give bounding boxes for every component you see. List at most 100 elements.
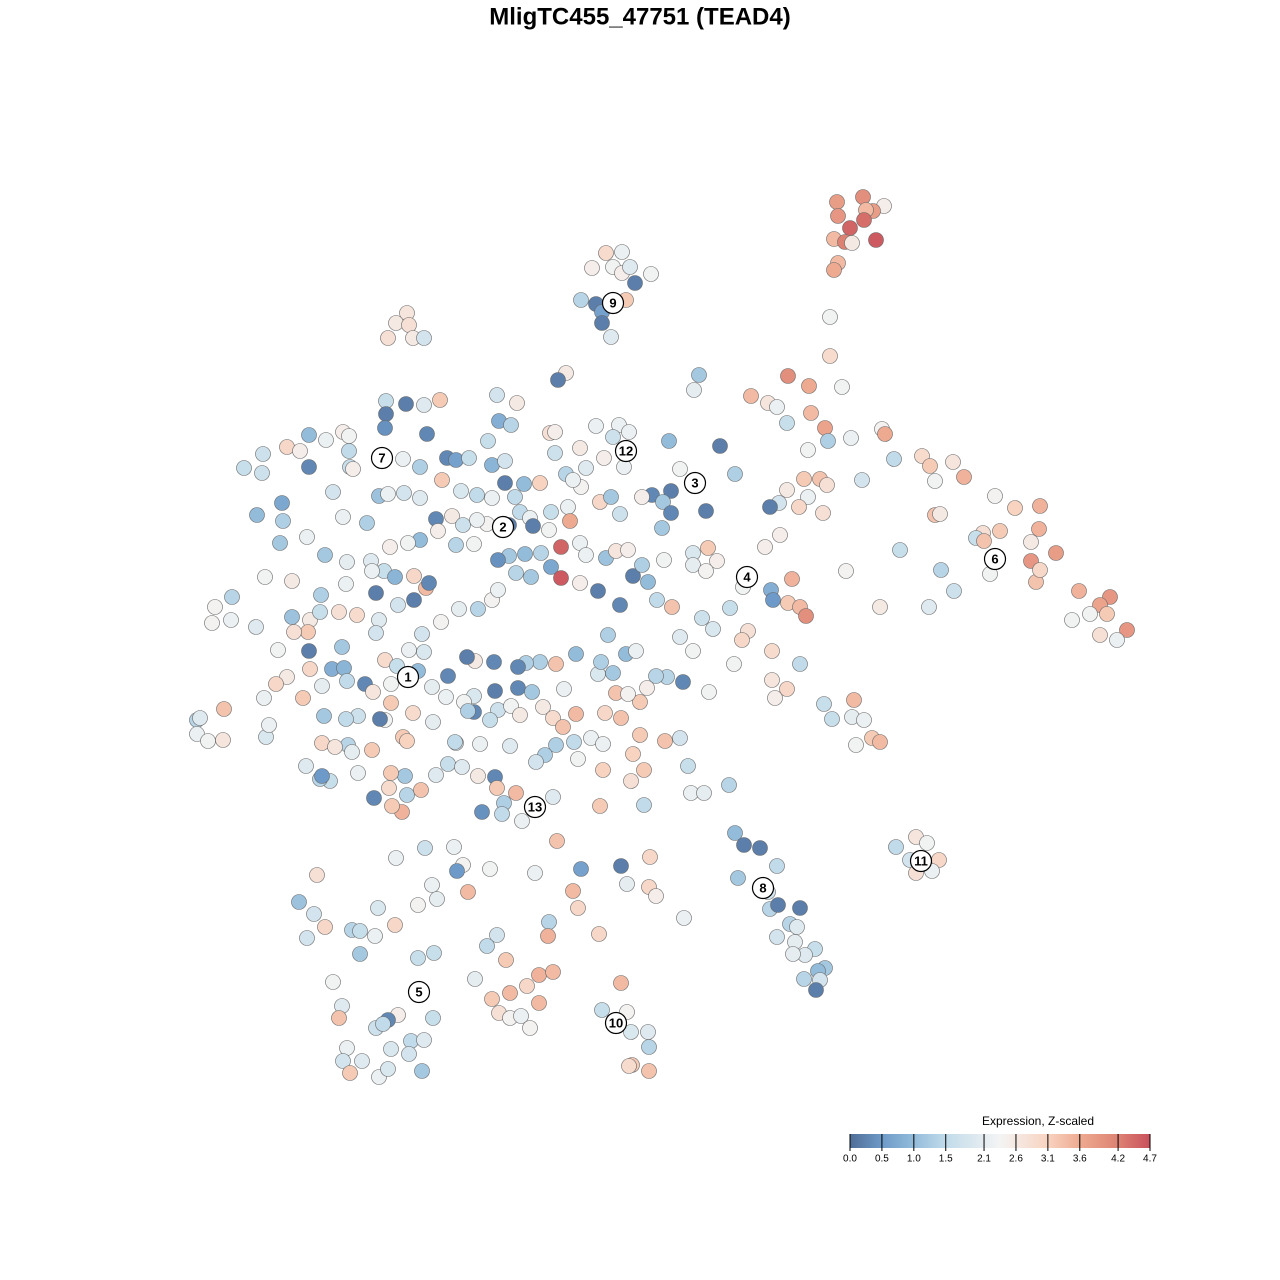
point: [854, 472, 870, 488]
point: [254, 465, 270, 481]
point: [686, 382, 702, 398]
point: [868, 232, 884, 248]
point: [784, 571, 800, 587]
point: [588, 418, 604, 434]
point: [275, 513, 291, 529]
point: [364, 742, 380, 758]
point: [513, 1008, 529, 1024]
point: [824, 711, 840, 727]
point: [592, 798, 608, 814]
cluster-label: 3: [691, 475, 698, 490]
point: [848, 737, 864, 753]
point: [603, 489, 619, 505]
point: [612, 506, 628, 522]
point: [764, 643, 780, 659]
point: [236, 460, 252, 476]
cluster-label: 13: [528, 799, 542, 814]
point: [382, 539, 398, 555]
point: [434, 472, 450, 488]
point: [444, 508, 460, 524]
cluster-label: 6: [991, 551, 998, 566]
point: [549, 833, 565, 849]
point: [410, 950, 426, 966]
point: [387, 917, 403, 933]
point: [490, 582, 506, 598]
point: [672, 629, 688, 645]
point: [1031, 521, 1047, 537]
point: [685, 643, 701, 659]
point: [249, 507, 265, 523]
point: [709, 553, 725, 569]
point: [676, 910, 692, 926]
point: [335, 1053, 351, 1069]
point: [694, 610, 710, 626]
point: [341, 428, 357, 444]
point: [406, 592, 422, 608]
point: [484, 991, 500, 1007]
point: [550, 372, 566, 388]
point: [384, 798, 400, 814]
point: [425, 1010, 441, 1026]
point: [545, 789, 561, 805]
point: [503, 417, 519, 433]
point: [425, 714, 441, 730]
point: [932, 506, 948, 522]
point: [364, 563, 380, 579]
point: [1071, 583, 1087, 599]
point: [541, 522, 557, 538]
point: [486, 654, 502, 670]
point: [380, 330, 396, 346]
point: [613, 975, 629, 991]
point: [643, 266, 659, 282]
cluster-marker: [370, 446, 394, 470]
point: [261, 717, 277, 733]
point: [595, 736, 611, 752]
point: [354, 1053, 370, 1069]
point: [726, 656, 742, 672]
point: [612, 597, 628, 613]
point: [545, 710, 561, 726]
point: [642, 849, 658, 865]
point: [440, 668, 456, 684]
cluster-marker: [909, 849, 933, 873]
point: [248, 619, 264, 635]
point: [648, 668, 664, 684]
point: [367, 928, 383, 944]
point: [403, 1033, 419, 1049]
point: [490, 552, 506, 568]
point: [1064, 612, 1080, 628]
point: [223, 612, 239, 628]
point: [872, 734, 888, 750]
point: [523, 569, 539, 585]
point: [620, 542, 636, 558]
point: [830, 208, 846, 224]
point: [286, 624, 302, 640]
point: [641, 1039, 657, 1055]
colorbar-tick-label: 3.6: [1073, 1154, 1087, 1165]
point: [595, 762, 611, 778]
points-layer: [189, 189, 1135, 1085]
point: [792, 656, 808, 672]
cluster-marker: [751, 876, 775, 900]
point: [336, 660, 352, 676]
point: [685, 557, 701, 573]
cluster-label: 12: [619, 443, 633, 458]
point: [680, 758, 696, 774]
point: [945, 454, 961, 470]
point: [387, 569, 403, 585]
point: [562, 513, 578, 529]
point: [325, 974, 341, 990]
point: [528, 754, 544, 770]
point: [533, 545, 549, 561]
point: [192, 710, 208, 726]
point: [516, 476, 532, 492]
point: [621, 1058, 637, 1074]
point: [655, 494, 671, 510]
point: [325, 484, 341, 500]
point: [448, 452, 464, 468]
point: [648, 888, 664, 904]
point: [636, 762, 652, 778]
point: [390, 597, 406, 613]
point: [371, 612, 387, 628]
point: [627, 275, 643, 291]
